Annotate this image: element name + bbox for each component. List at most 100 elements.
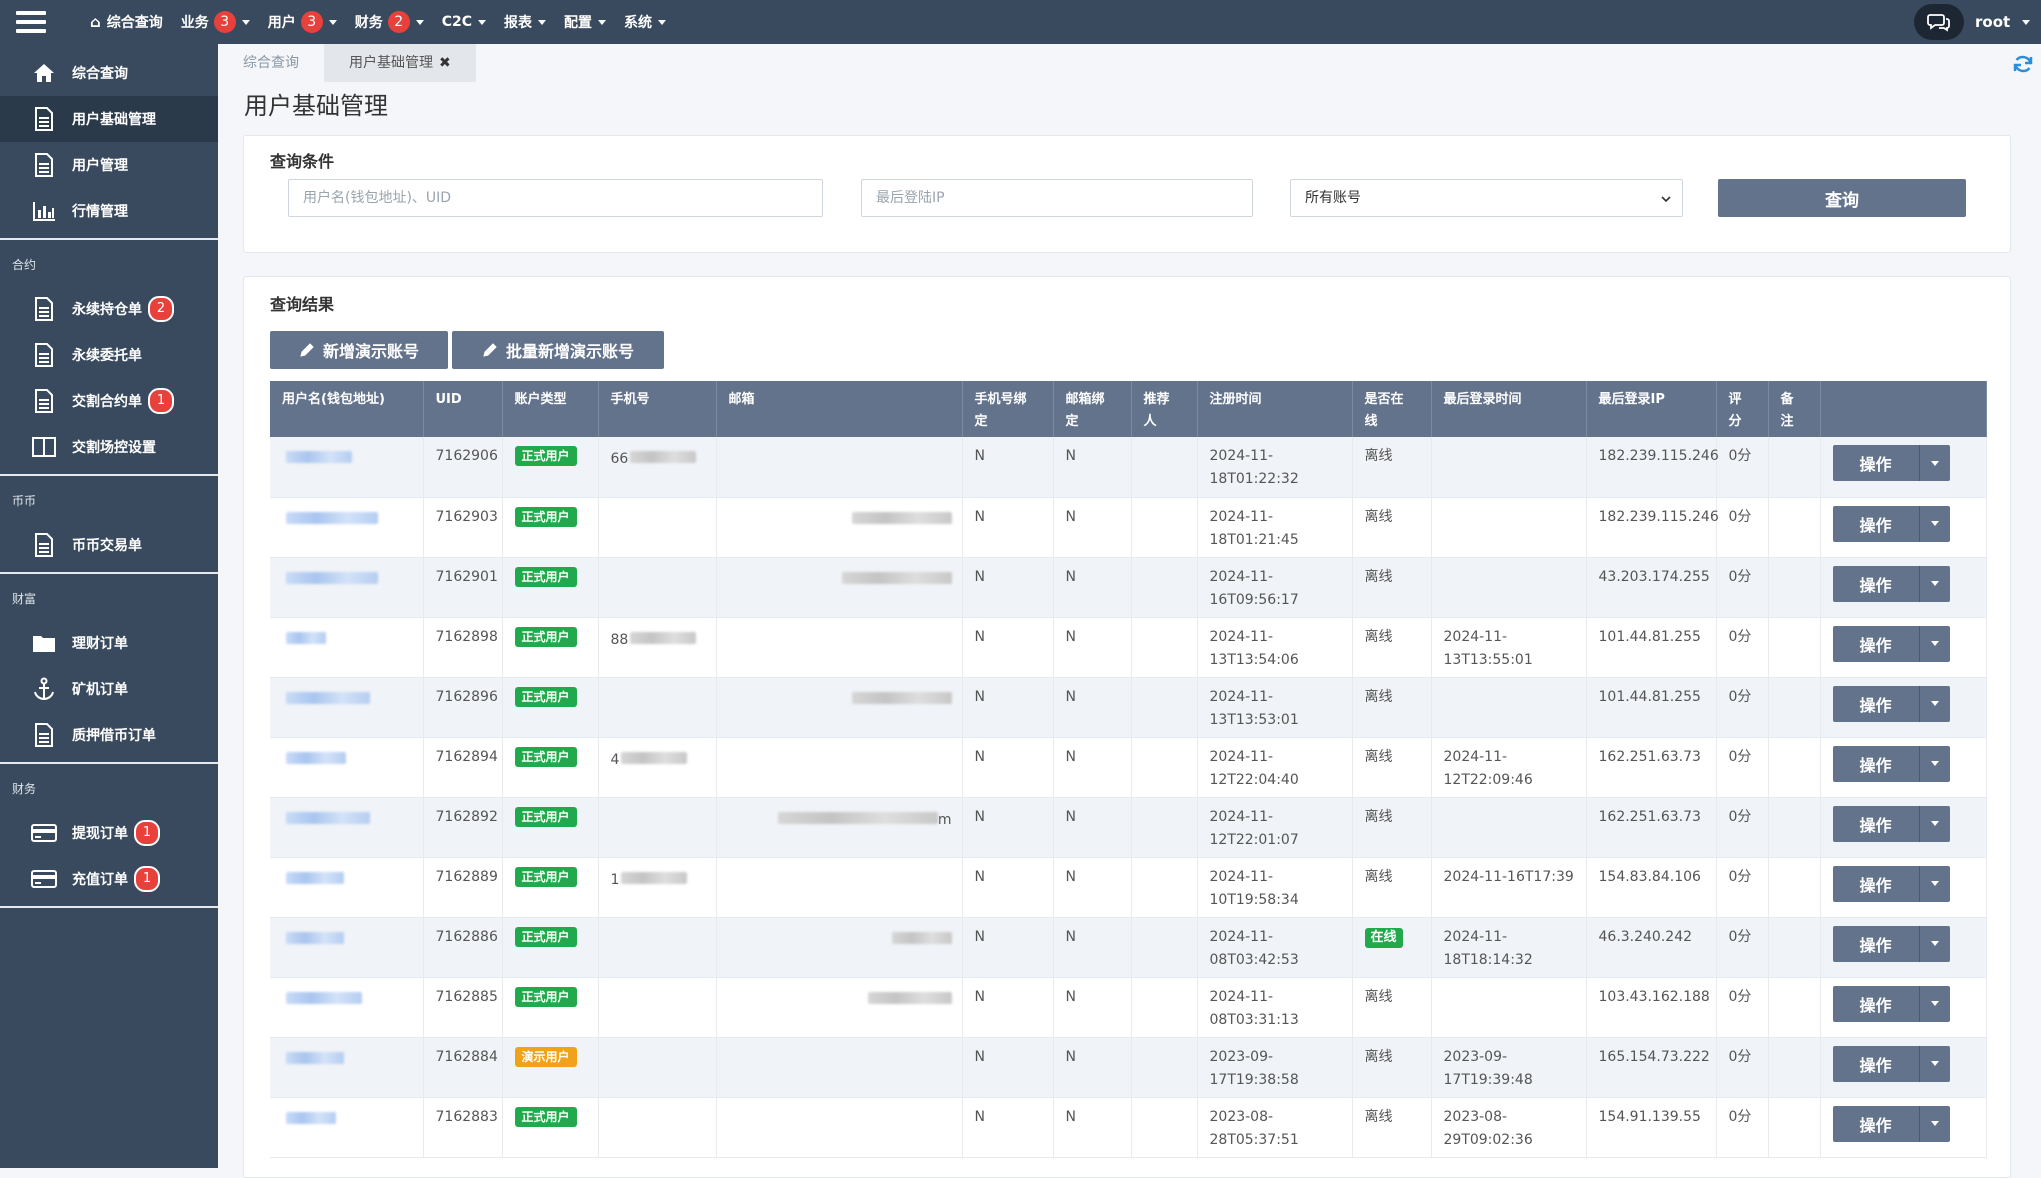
caret-down-icon (1930, 761, 1939, 766)
nav-item-system[interactable]: 系统 (624, 12, 667, 32)
tab-overview[interactable]: 综合查询 (243, 55, 299, 71)
operate-button[interactable]: 操作 (1832, 745, 1919, 782)
nav-item-users[interactable]: 用户 3 (268, 11, 337, 33)
cell-remark (1768, 557, 1821, 618)
sidebar-item-wealth-orders[interactable]: 理财订单 (0, 620, 218, 666)
redacted-username[interactable] (286, 1051, 344, 1064)
redacted-username[interactable] (286, 631, 326, 644)
nav-item-config[interactable]: 配置 (564, 12, 607, 32)
redacted-phone (630, 631, 697, 644)
table-row: 7162906 正式用户 66 N N 2024-11- 18T01:22:32 离线 182.… (270, 437, 1987, 498)
redacted-username[interactable] (286, 511, 378, 524)
operate-dropdown-toggle[interactable] (1918, 1045, 1950, 1082)
user-menu[interactable]: root (1975, 0, 2031, 44)
sidebar-item-deposit-orders[interactable]: 充值订单 1 (0, 856, 218, 902)
operate-dropdown-toggle[interactable] (1918, 925, 1950, 962)
operate-dropdown-toggle[interactable] (1918, 805, 1950, 842)
online-status: 离线 (1364, 1108, 1393, 1125)
operate-button[interactable]: 操作 (1832, 445, 1919, 481)
add-demo-account-button[interactable]: 新增演示账号 (270, 331, 448, 369)
redacted-username[interactable] (286, 811, 370, 824)
caret-down-icon (1930, 641, 1939, 646)
operate-dropdown-toggle[interactable] (1918, 985, 1950, 1022)
cell-last-login-ip: 43.203.174.255 (1586, 557, 1717, 618)
nav-item-finance[interactable]: 财务 2 (355, 11, 424, 33)
cell-score: 0分 (1716, 677, 1769, 738)
operate-dropdown-toggle[interactable] (1918, 685, 1950, 722)
table-row: 7162894 正式用户 4 N N 2024-11- 12T22:04:40 离线 2024-… (270, 737, 1987, 798)
operate-button[interactable]: 操作 (1832, 505, 1919, 542)
sidebar-item-overview[interactable]: 综合查询 (0, 50, 218, 96)
redacted-username[interactable] (286, 571, 378, 584)
operate-button[interactable]: 操作 (1832, 925, 1919, 962)
action-button-group: 操作 (1832, 925, 1976, 962)
operate-button[interactable]: 操作 (1832, 865, 1919, 902)
column-header-label: 线 (1364, 414, 1378, 429)
username-search-input[interactable] (288, 179, 823, 217)
redacted-username[interactable] (286, 691, 370, 704)
operate-button[interactable]: 操作 (1832, 565, 1919, 602)
sidebar-item-spot-orders[interactable]: 币币交易单 (0, 522, 218, 568)
table-row: 7162903 正式用户 N N 2024-11- 18T01:21:45 离线 182.23… (270, 497, 1987, 558)
redacted-username[interactable] (286, 451, 352, 463)
sidebar-item-withdraw-orders[interactable]: 提现订单 1 (0, 810, 218, 856)
sidebar-item-delivery-control[interactable]: 交割场控设置 (0, 424, 218, 470)
nav-item-reports[interactable]: 报表 (504, 12, 547, 32)
operate-dropdown-toggle[interactable] (1918, 565, 1950, 602)
table-body: 7162906 正式用户 66 N N 2024-11- 18T01:22:32 离线 182.… (270, 437, 1987, 1158)
sidebar-item-delivery-orders[interactable]: 交割合约单 1 (0, 378, 218, 424)
cell-register-time: 2024-11- 12T22:01:07 (1197, 797, 1353, 858)
notification-badge: 1 (134, 866, 160, 892)
operate-dropdown-toggle[interactable] (1918, 625, 1950, 662)
redacted-username[interactable] (286, 991, 362, 1004)
cell-account-type: 正式用户 (502, 617, 599, 678)
sidebar-item-market[interactable]: 行情管理 (0, 188, 218, 234)
operate-button[interactable]: 操作 (1832, 1105, 1919, 1142)
sidebar-item-pledge-orders[interactable]: 质押借币订单 (0, 712, 218, 758)
close-icon[interactable]: ✖ (439, 55, 451, 71)
redacted-username[interactable] (286, 931, 344, 944)
action-button-group: 操作 (1832, 1105, 1976, 1142)
batch-add-demo-account-button[interactable]: 批量新增演示账号 (452, 331, 664, 369)
tab-user-basic[interactable]: 用户基础管理 ✖ (324, 44, 476, 82)
redacted-username[interactable] (286, 871, 344, 884)
account-type-select[interactable]: 所有账号 (1290, 179, 1683, 217)
last-login-ip-input[interactable] (861, 179, 1253, 217)
action-button-group: 操作 (1832, 745, 1976, 782)
operate-dropdown-toggle[interactable] (1918, 865, 1950, 902)
operate-button[interactable]: 操作 (1832, 625, 1919, 662)
hamburger-menu-icon[interactable] (16, 11, 46, 33)
sidebar-item-perp-positions[interactable]: 永续持仓单 2 (0, 286, 218, 332)
operate-dropdown-toggle[interactable] (1918, 445, 1950, 481)
operate-button[interactable]: 操作 (1832, 985, 1919, 1022)
cell-online: 离线 (1352, 977, 1432, 1038)
users-table: 用户名(钱包地址) UID 账户类型 手机号 邮箱 手机号绑定邮箱绑定推荐人注册时间 是否在… (270, 381, 1987, 1158)
redacted-username[interactable] (286, 1111, 336, 1124)
cell-email-bind: N (1053, 617, 1132, 678)
sidebar-item-perp-orders[interactable]: 永续委托单 (0, 332, 218, 378)
cell-actions: 操作 (1820, 497, 1987, 558)
operate-button[interactable]: 操作 (1832, 1045, 1919, 1082)
cell-referrer (1131, 1097, 1198, 1158)
query-button[interactable]: 查询 (1718, 179, 1966, 217)
chat-button[interactable] (1914, 4, 1964, 40)
operate-button[interactable]: 操作 (1832, 685, 1919, 722)
nav-item-overview[interactable]: ⌂ 综合查询 (90, 13, 163, 31)
sidebar-item-miner-orders[interactable]: 矿机订单 (0, 666, 218, 712)
online-status: 离线 (1364, 748, 1393, 765)
sidebar-item-user-basic[interactable]: 用户基础管理 (0, 96, 218, 142)
cell-account-type: 正式用户 (502, 437, 599, 498)
operate-dropdown-toggle[interactable] (1918, 745, 1950, 782)
refresh-icon[interactable] (2011, 52, 2035, 76)
nav-item-business[interactable]: 业务 3 (181, 11, 250, 33)
sidebar-item-user-manage[interactable]: 用户管理 (0, 142, 218, 188)
column-header: 注册时间 (1197, 381, 1353, 437)
operate-dropdown-toggle[interactable] (1918, 505, 1950, 542)
operate-dropdown-toggle[interactable] (1918, 1105, 1950, 1142)
operate-button[interactable]: 操作 (1832, 805, 1919, 842)
nav-item-c2c[interactable]: C2C (442, 14, 487, 30)
redacted-email (841, 571, 952, 584)
cell-score: 0分 (1716, 977, 1769, 1038)
cell-email-bind: N (1053, 1097, 1132, 1158)
redacted-username[interactable] (286, 751, 346, 764)
